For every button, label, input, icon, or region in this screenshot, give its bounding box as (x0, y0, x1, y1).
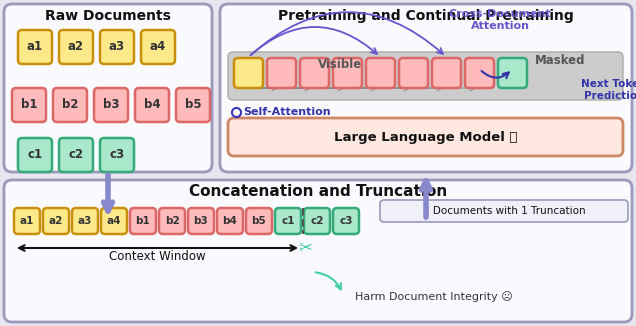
FancyBboxPatch shape (100, 138, 134, 172)
FancyBboxPatch shape (432, 58, 461, 88)
Text: Large Language Model 🔥: Large Language Model 🔥 (334, 130, 517, 143)
Text: a1: a1 (20, 216, 34, 226)
Text: Context Window: Context Window (109, 250, 206, 263)
FancyBboxPatch shape (465, 58, 494, 88)
FancyBboxPatch shape (59, 138, 93, 172)
Text: b5: b5 (184, 98, 202, 111)
Text: b3: b3 (103, 98, 120, 111)
FancyBboxPatch shape (18, 30, 52, 64)
Text: Visible: Visible (318, 57, 362, 70)
Text: Pretraining and Continual Pretraining: Pretraining and Continual Pretraining (278, 9, 574, 23)
Text: b1: b1 (21, 98, 38, 111)
FancyBboxPatch shape (18, 138, 52, 172)
FancyBboxPatch shape (228, 52, 623, 100)
Text: a4: a4 (150, 40, 166, 53)
FancyBboxPatch shape (300, 58, 329, 88)
Text: ✂: ✂ (298, 238, 312, 256)
FancyBboxPatch shape (130, 208, 156, 234)
Text: Cross-Document
Attention: Cross-Document Attention (448, 9, 551, 31)
FancyBboxPatch shape (380, 200, 628, 222)
Text: Self-Attention: Self-Attention (243, 107, 331, 117)
Text: a1: a1 (27, 40, 43, 53)
FancyBboxPatch shape (333, 208, 359, 234)
FancyBboxPatch shape (275, 208, 301, 234)
FancyBboxPatch shape (234, 58, 263, 88)
Text: b2: b2 (62, 98, 78, 111)
Text: c3: c3 (109, 149, 125, 161)
Text: a4: a4 (107, 216, 121, 226)
Text: b1: b1 (135, 216, 150, 226)
FancyBboxPatch shape (188, 208, 214, 234)
Text: c1: c1 (27, 149, 43, 161)
FancyBboxPatch shape (4, 180, 632, 322)
FancyBboxPatch shape (14, 208, 40, 234)
Text: c3: c3 (339, 216, 353, 226)
FancyBboxPatch shape (135, 88, 169, 122)
FancyBboxPatch shape (94, 88, 128, 122)
Text: Masked: Masked (535, 53, 585, 67)
FancyBboxPatch shape (141, 30, 175, 64)
FancyBboxPatch shape (59, 30, 93, 64)
Text: b5: b5 (252, 216, 266, 226)
Text: Concatenation and Truncation: Concatenation and Truncation (189, 185, 447, 200)
Text: a3: a3 (109, 40, 125, 53)
Text: b3: b3 (193, 216, 209, 226)
Text: c1: c1 (281, 216, 294, 226)
Text: Next Token
Prediction: Next Token Prediction (581, 79, 636, 101)
Text: a2: a2 (68, 40, 84, 53)
FancyBboxPatch shape (498, 58, 527, 88)
FancyBboxPatch shape (220, 4, 632, 172)
FancyBboxPatch shape (366, 58, 395, 88)
Text: a3: a3 (78, 216, 92, 226)
Text: c2: c2 (69, 149, 83, 161)
FancyBboxPatch shape (100, 30, 134, 64)
FancyBboxPatch shape (217, 208, 243, 234)
Text: b2: b2 (165, 216, 179, 226)
FancyBboxPatch shape (228, 118, 623, 156)
Text: 3 Documents with 1 Truncation: 3 Documents with 1 Truncation (423, 206, 585, 216)
FancyBboxPatch shape (399, 58, 428, 88)
Text: a2: a2 (49, 216, 63, 226)
FancyBboxPatch shape (12, 88, 46, 122)
FancyBboxPatch shape (101, 208, 127, 234)
FancyBboxPatch shape (4, 4, 212, 172)
FancyBboxPatch shape (72, 208, 98, 234)
Text: c2: c2 (310, 216, 324, 226)
FancyBboxPatch shape (53, 88, 87, 122)
FancyBboxPatch shape (333, 58, 362, 88)
FancyBboxPatch shape (267, 58, 296, 88)
Text: b4: b4 (223, 216, 237, 226)
FancyBboxPatch shape (176, 88, 210, 122)
FancyBboxPatch shape (304, 208, 330, 234)
Text: Raw Documents: Raw Documents (45, 9, 171, 23)
FancyBboxPatch shape (159, 208, 185, 234)
FancyBboxPatch shape (246, 208, 272, 234)
FancyBboxPatch shape (43, 208, 69, 234)
Text: b4: b4 (144, 98, 160, 111)
Text: Harm Document Integrity ☹: Harm Document Integrity ☹ (355, 291, 513, 303)
